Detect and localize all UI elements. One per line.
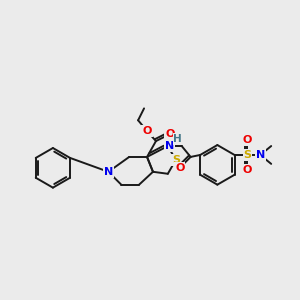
Text: O: O	[243, 135, 252, 145]
Text: N: N	[256, 150, 265, 160]
Text: S: S	[243, 150, 251, 160]
Text: N: N	[165, 141, 174, 151]
Text: O: O	[175, 163, 184, 173]
Text: O: O	[165, 129, 175, 139]
Text: N: N	[104, 167, 113, 177]
Text: H: H	[173, 134, 182, 144]
Text: S: S	[172, 155, 180, 165]
Text: O: O	[243, 165, 252, 175]
Text: O: O	[142, 126, 152, 136]
